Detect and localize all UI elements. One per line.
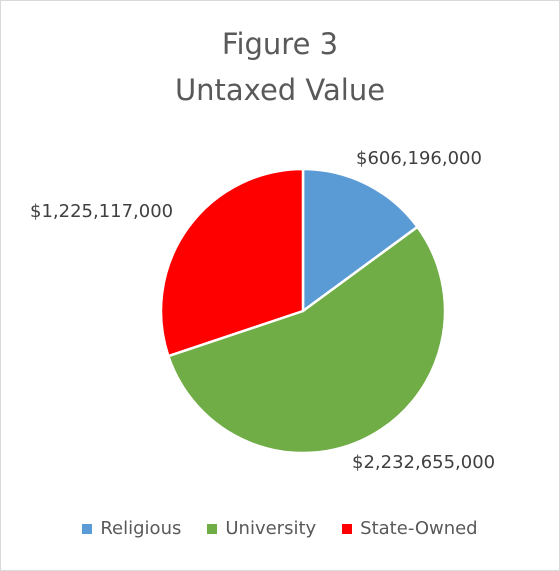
legend-label-religious: Religious (100, 518, 182, 539)
pie-slice-university (167, 225, 447, 455)
legend-item-university: University (207, 518, 316, 539)
legend-item-religious: Religious (82, 518, 181, 539)
legend-label-university: University (225, 518, 317, 539)
legend-label-state-owned: State-Owned (360, 518, 478, 539)
chart-title: Figure 3 (221, 27, 339, 61)
chart-legend: Religious University State-Owned (0, 518, 560, 539)
data-label-university: $2,232,655,000 (352, 452, 496, 473)
legend-swatch-university (207, 523, 218, 534)
legend-item-state-owned: State-Owned (342, 518, 478, 539)
chart-subtitle: Untaxed Value (174, 73, 386, 107)
legend-swatch-state-owned (342, 523, 353, 534)
pie-slice-religious (301, 167, 419, 313)
legend-swatch-religious (82, 523, 93, 534)
pie-slice-state-owned (159, 167, 305, 358)
data-label-religious: $606,196,000 (356, 148, 482, 169)
data-label-state-owned: $1,225,117,000 (30, 201, 174, 222)
